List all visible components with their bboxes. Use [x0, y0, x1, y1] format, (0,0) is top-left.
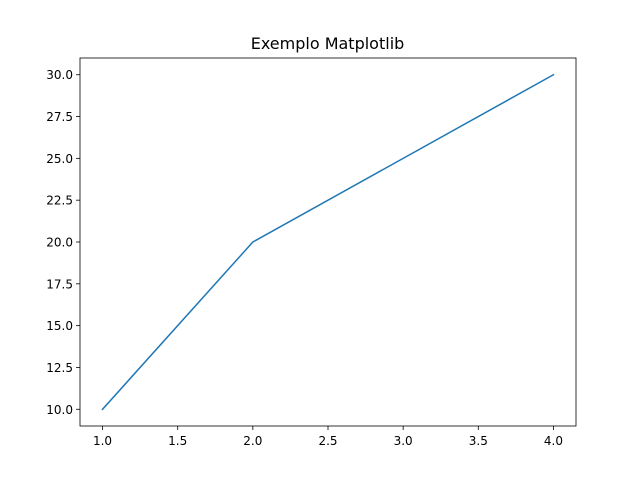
x-tick-label: 1.0	[93, 434, 112, 448]
x-tick-label: 2.0	[243, 434, 262, 448]
y-tick-label: 27.5	[46, 110, 73, 124]
y-tick-label: 22.5	[46, 194, 73, 208]
x-tick-label: 4.0	[544, 434, 563, 448]
x-tick-label: 2.5	[318, 434, 337, 448]
y-tick-label: 15.0	[46, 319, 73, 333]
axes-frame	[79, 57, 577, 427]
chart-title: Exemplo Matplotlib	[251, 34, 405, 53]
y-tick-label: 20.0	[46, 236, 73, 250]
y-tick-label: 17.5	[46, 277, 73, 291]
y-tick-label: 30.0	[46, 68, 73, 82]
y-tick-label: 12.5	[46, 361, 73, 375]
x-tick-label: 3.5	[469, 434, 488, 448]
y-tick-label: 10.0	[46, 403, 73, 417]
plot-area: 1.0 1.5 2.0 2.5 3.0 3.5 4.0 10.0 12.5 15.0 17.5 20.…	[46, 57, 577, 448]
x-tick-label: 3.0	[394, 434, 413, 448]
series-line	[101, 73, 555, 411]
x-tick-label: 1.5	[168, 434, 187, 448]
y-tick-label: 25.0	[46, 152, 73, 166]
